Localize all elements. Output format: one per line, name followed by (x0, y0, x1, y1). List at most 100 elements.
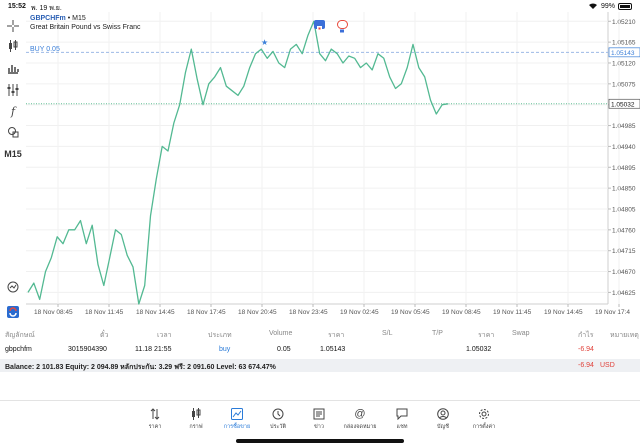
candlestick-icon[interactable] (4, 38, 22, 54)
col-price: ราคา (328, 332, 345, 339)
timeframe-label: M15 (4, 149, 22, 159)
sell-button[interactable] (314, 20, 325, 31)
cell-volume: 0.05 (277, 346, 291, 353)
nav-history[interactable]: ประวัติ (260, 407, 296, 431)
nav-label-settings: การตั้งค่า (472, 424, 496, 430)
current-price-tag-label: 1.05032 (611, 101, 635, 108)
status-date: พ. 19 พ.ย. (31, 5, 62, 12)
col-symbol: สัญลักษณ์ (5, 332, 35, 339)
col-comment: หมายเหตุ (610, 332, 639, 339)
y-tick-label: 1.04625 (612, 290, 636, 297)
trade-icon (231, 408, 243, 420)
news-icon (313, 408, 325, 420)
nav-label-news: ข่าว (314, 424, 324, 430)
y-tick-label: 1.05210 (612, 19, 636, 26)
x-tick-label: 19 Nov 05:45 (391, 309, 430, 316)
crosshair-icon[interactable] (4, 18, 22, 34)
chart-symbol: GBPCHFm • M15 (30, 15, 86, 22)
one-click-trading-icon[interactable] (4, 304, 22, 320)
mailbox-icon: @ (354, 408, 366, 420)
nav-mailbox[interactable]: @ กล่องจดหมาย (342, 407, 378, 431)
x-tick-label: 19 Nov 14:45 (544, 309, 583, 316)
col-volume: Volume (269, 330, 293, 337)
x-tick-label: 19 Nov 02:45 (340, 309, 379, 316)
y-tick-label: 1.04670 (612, 269, 636, 276)
buy-price-tag-label: 1.05143 (611, 50, 635, 57)
symbol-name: GBPCHFm (30, 15, 66, 22)
y-tick-label: 1.04715 (612, 248, 636, 255)
function-icon[interactable]: f (10, 104, 16, 118)
nav-settings[interactable]: การตั้งค่า (466, 407, 502, 431)
col-type: ประเภท (208, 332, 232, 339)
symbol-description: Great Britain Pound vs Swiss Franc (30, 24, 141, 31)
nav-chat[interactable]: แชท (384, 407, 420, 431)
objects-icon[interactable] (4, 124, 22, 140)
x-tick-label: 19 Nov 17:4 (595, 309, 630, 316)
col-tp: T/P (432, 330, 443, 337)
balance-bar: Balance: 2 101.83 Equity: 2 094.89 หลักป… (0, 359, 640, 372)
nav-account[interactable]: บัญชี (425, 407, 461, 431)
price-chart[interactable]: 1.052101.051651.051201.050751.050301.049… (26, 12, 640, 317)
timeframe-button[interactable]: M15 (2, 146, 24, 162)
nav-label-chart: กราฟ (189, 424, 203, 430)
order-entry-marker: ★ (261, 38, 268, 47)
nav-label-chat: แชท (396, 424, 408, 430)
positions-table: สัญลักษณ์ ตั๋ว เวลา ประเภท Volume ราคา S… (0, 326, 640, 358)
balance-currency: USD (600, 362, 615, 369)
cell-ticket: 3015904390 (68, 346, 107, 353)
col-ticket: ตั๋ว (100, 332, 109, 339)
nav-label-account: บัญชี (437, 424, 449, 430)
x-tick-label: 18 Nov 14:45 (136, 309, 175, 316)
symbol-timeframe: • M15 (67, 15, 86, 22)
home-indicator (236, 439, 404, 443)
nav-trade[interactable]: การซื้อขาย (219, 407, 255, 431)
chat-icon (396, 408, 408, 420)
x-tick-label: 19 Nov 08:45 (442, 309, 481, 316)
y-tick-label: 1.04805 (612, 206, 636, 213)
cell-type: buy (219, 346, 231, 353)
quotes-icon (150, 408, 160, 420)
cell-current-price: 1.05032 (466, 346, 492, 353)
y-tick-label: 1.04850 (612, 186, 636, 193)
chart-mode-icon[interactable] (4, 279, 22, 295)
battery-icon (618, 2, 632, 10)
col-time: เวลา (157, 332, 172, 339)
nav-chart[interactable]: กราฟ (178, 407, 214, 431)
battery-percent: 99% (600, 2, 615, 10)
x-tick-label: 18 Nov 20:45 (238, 309, 277, 316)
cell-price: 1.05143 (320, 346, 346, 353)
indicators-icon[interactable] (4, 82, 22, 98)
chart-canvas[interactable]: 1.052101.051651.051201.050751.050301.049… (26, 12, 640, 317)
table-row[interactable]: gbpchfm 3015904390 11.18 21:55 buy 0.05 … (0, 342, 640, 358)
buy-button[interactable] (337, 20, 348, 33)
nav-label-trade: การซื้อขาย (223, 424, 251, 430)
chart-icon (192, 408, 201, 420)
current-price-tag (608, 98, 640, 109)
bottom-nav: ราคา กราฟ การซื้อขาย ประวัติ ข่าว @ กล่อ… (0, 400, 640, 447)
y-tick-label: 1.05075 (612, 81, 636, 88)
col-swap: Swap (512, 330, 530, 337)
x-tick-label: 18 Nov 17:45 (187, 309, 226, 316)
nav-label-mailbox: กล่องจดหมาย (343, 424, 377, 430)
y-tick-label: 1.04940 (612, 144, 636, 151)
col-current-price: ราคา (478, 332, 495, 339)
wifi-icon (588, 3, 597, 10)
x-tick-label: 19 Nov 11:45 (493, 309, 532, 316)
cell-time: 11.18 21:55 (135, 346, 172, 353)
y-tick-label: 1.04895 (612, 165, 636, 172)
buy-position-label: BUY 0.05 (30, 46, 60, 53)
col-sl: S/L (382, 330, 393, 337)
nav-news[interactable]: ข่าว (301, 407, 337, 431)
y-tick-label: 1.05165 (612, 40, 636, 47)
x-tick-label: 18 Nov 11:45 (85, 309, 124, 316)
status-right: 99% (588, 2, 632, 10)
balance-profit: -6.94 (578, 362, 594, 369)
bar-chart-icon[interactable] (4, 60, 22, 76)
settings-icon (479, 409, 489, 419)
chart-toolbar: f M15 (0, 14, 26, 324)
nav-quotes[interactable]: ราคา (137, 407, 173, 431)
table-header: สัญลักษณ์ ตั๋ว เวลา ประเภท Volume ราคา S… (0, 326, 640, 342)
y-tick-label: 1.04760 (612, 227, 636, 234)
trade-buttons (314, 20, 348, 33)
col-profit: กำไร (578, 332, 594, 339)
